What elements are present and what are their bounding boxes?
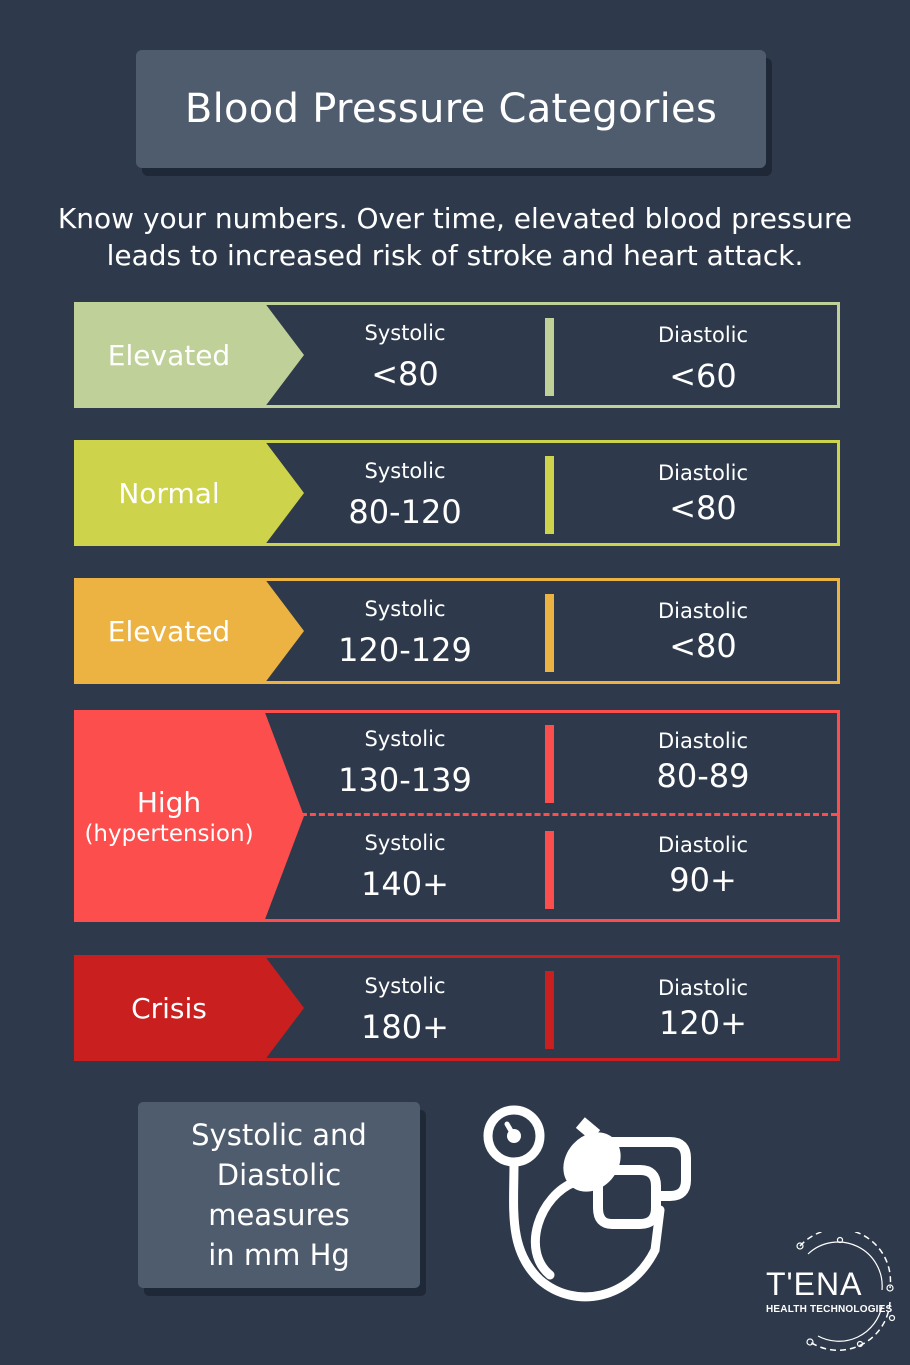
- title-banner: Blood Pressure Categories: [136, 50, 766, 168]
- category-name: High: [136, 785, 202, 819]
- note-line-2: Diastolic: [216, 1158, 342, 1192]
- diastolic-value: 80-89: [656, 757, 750, 795]
- column-divider: [545, 831, 554, 909]
- category-row-high: High (hypertension) Systolic 130-139 Dia…: [74, 710, 840, 922]
- category-label: Normal: [74, 440, 264, 546]
- logo-name: T'ENA: [766, 1266, 863, 1302]
- systolic-value: 180+: [361, 1008, 449, 1046]
- diastolic-value-block: Diastolic <80: [583, 599, 823, 665]
- systolic-value: 80-120: [348, 493, 462, 531]
- systolic-value: 120-129: [338, 631, 472, 669]
- logo-tagline: HEALTH TECHNOLOGIES: [766, 1304, 893, 1315]
- diastolic-label: Diastolic: [657, 461, 749, 485]
- circuit-ring-icon: [796, 1232, 896, 1352]
- diastolic-value: 90+: [669, 861, 737, 899]
- intro-line-1: Know your numbers. Over time, elevated b…: [57, 202, 853, 235]
- intro-text: Know your numbers. Over time, elevated b…: [40, 200, 870, 274]
- category-name: Elevated: [107, 614, 231, 648]
- category-name: Elevated: [107, 338, 231, 372]
- systolic-value: <80: [371, 355, 439, 393]
- systolic-label: Systolic: [364, 727, 446, 751]
- diastolic-value-block: Diastolic <60: [583, 323, 823, 395]
- column-divider: [545, 318, 554, 396]
- note-line-3: measures: [208, 1198, 350, 1232]
- units-note: Systolic and Diastolic measures in mm Hg: [138, 1102, 420, 1288]
- category-label: Crisis: [74, 955, 264, 1061]
- category-label: Elevated: [74, 578, 264, 684]
- diastolic-value: <80: [669, 489, 737, 527]
- diastolic-value: <80: [669, 627, 737, 665]
- page-title: Blood Pressure Categories: [184, 86, 718, 132]
- systolic-value-block: Systolic 180+: [285, 974, 525, 1046]
- intro-line-2: leads to increased risk of stroke and he…: [106, 239, 804, 272]
- diastolic-value: 120+: [659, 1004, 747, 1042]
- blood-pressure-monitor-icon: [483, 1105, 691, 1302]
- systolic-label: Systolic: [364, 974, 446, 998]
- diastolic-label: Diastolic: [657, 729, 749, 753]
- category-row-elevated: Elevated Systolic 120-129 Diastolic <80: [74, 578, 840, 684]
- stage2-diastolic-block: Diastolic 90+: [583, 833, 823, 899]
- diastolic-label: Diastolic: [657, 833, 749, 857]
- stage1-systolic-block: Systolic 130-139: [285, 727, 525, 799]
- category-subname: (hypertension): [84, 820, 254, 847]
- column-divider: [545, 971, 554, 1049]
- note-line-4: in mm Hg: [208, 1238, 350, 1272]
- category-row-elevated-low: Elevated Systolic <80 Diastolic <60: [74, 302, 840, 408]
- diastolic-value-block: Diastolic 120+: [583, 976, 823, 1042]
- systolic-value: 130-139: [338, 761, 472, 799]
- category-label: High (hypertension): [74, 710, 264, 922]
- systolic-label: Systolic: [364, 597, 446, 621]
- column-divider: [545, 725, 554, 803]
- column-divider: [545, 594, 554, 672]
- category-label: Elevated: [74, 302, 264, 408]
- stage2-systolic-block: Systolic 140+: [285, 831, 525, 903]
- systolic-value: 140+: [361, 865, 449, 903]
- column-divider: [545, 456, 554, 534]
- systolic-label: Systolic: [364, 459, 446, 483]
- systolic-value-block: Systolic 120-129: [285, 597, 525, 669]
- systolic-value-block: Systolic <80: [285, 321, 525, 393]
- diastolic-label: Diastolic: [657, 323, 749, 347]
- note-line-1: Systolic and: [191, 1118, 367, 1152]
- systolic-value-block: Systolic 80-120: [285, 459, 525, 531]
- stage1-diastolic-block: Diastolic 80-89: [583, 729, 823, 795]
- diastolic-label: Diastolic: [657, 599, 749, 623]
- diastolic-value: <60: [669, 357, 737, 395]
- category-name: Crisis: [131, 991, 207, 1025]
- systolic-label: Systolic: [364, 321, 446, 345]
- systolic-label: Systolic: [364, 831, 446, 855]
- diastolic-value-block: Diastolic <80: [583, 461, 823, 527]
- stage-separator: [265, 813, 837, 816]
- category-row-crisis: Crisis Systolic 180+ Diastolic 120+: [74, 955, 840, 1061]
- category-row-normal: Normal Systolic 80-120 Diastolic <80: [74, 440, 840, 546]
- diastolic-label: Diastolic: [657, 976, 749, 1000]
- tena-logo: T'ENA HEALTH TECHNOLOGIES: [760, 1232, 900, 1352]
- category-name: Normal: [118, 476, 220, 510]
